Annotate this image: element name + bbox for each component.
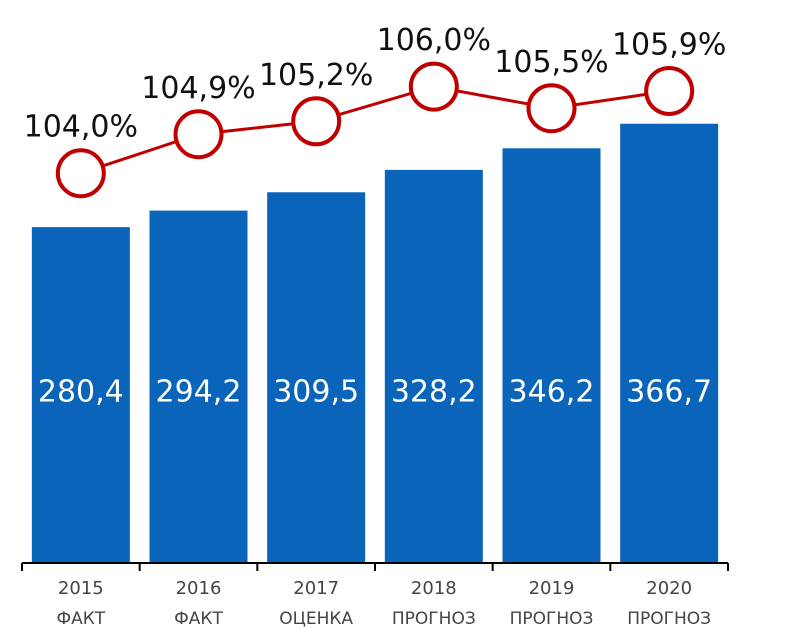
x-tick-sublabel: ФАКТ	[56, 609, 105, 629]
line-marker	[526, 83, 577, 134]
bar	[384, 169, 483, 564]
line-value-label: 106,0%	[377, 23, 491, 58]
bar-value-label: 309,5	[273, 375, 359, 410]
bar	[267, 192, 366, 563]
x-tick-label: 2020	[646, 578, 692, 599]
x-tick-sublabel: ОЦЕНКА	[279, 609, 353, 629]
bar-value-label: 294,2	[156, 375, 242, 410]
x-tick-sublabel: ПРОГНОЗ	[392, 609, 476, 629]
x-tick-sublabel: ПРОГНОЗ	[627, 609, 711, 629]
bar	[502, 148, 601, 563]
line-marker	[173, 109, 224, 160]
x-tick-label: 2018	[411, 578, 457, 599]
x-tick-label: 2015	[58, 578, 104, 599]
line-marker	[408, 61, 459, 112]
x-tick-label: 2016	[176, 578, 222, 599]
line-marker	[644, 65, 695, 116]
line-value-label: 104,0%	[24, 110, 138, 145]
x-tick-label: 2019	[529, 578, 575, 599]
x-tick-sublabel: ПРОГНОЗ	[510, 609, 594, 629]
line-value-label: 104,9%	[141, 71, 255, 106]
line-value-label: 105,5%	[494, 45, 608, 80]
bar	[31, 227, 130, 564]
bar	[149, 210, 248, 564]
x-tick-label: 2017	[293, 578, 339, 599]
line-value-label: 105,2%	[259, 58, 373, 93]
bar-value-label: 328,2	[391, 375, 477, 410]
bar	[620, 123, 719, 564]
line-marker	[55, 148, 106, 199]
line-marker	[291, 96, 342, 147]
bar-value-label: 346,2	[509, 375, 595, 410]
bar-value-label: 280,4	[38, 375, 124, 410]
x-tick-sublabel: ФАКТ	[174, 609, 223, 629]
line-value-label: 105,9%	[612, 27, 726, 62]
bar-value-label: 366,7	[626, 375, 712, 410]
